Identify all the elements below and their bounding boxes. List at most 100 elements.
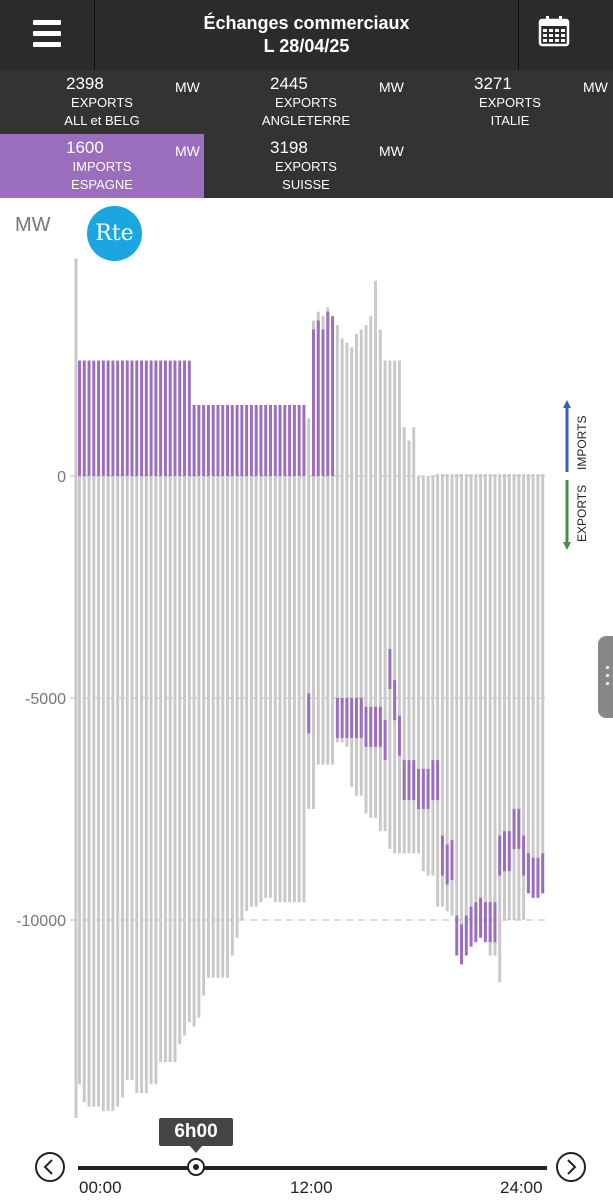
imports-label: IMPORTS <box>575 416 589 470</box>
page-title: Échanges commerciaux L 28/04/25 <box>94 12 519 58</box>
chevron-left-icon <box>43 1159 53 1175</box>
bar-espagne <box>507 831 511 872</box>
bar-espagne <box>393 680 397 721</box>
bar-espagne <box>240 404 244 476</box>
bar-total <box>273 476 277 903</box>
exchange-chart: 0 -5000 -10000 IMPORTS EXPORTS <box>16 258 589 1118</box>
next-button[interactable] <box>556 1152 586 1182</box>
bar-espagne <box>211 404 215 476</box>
bar-espagne <box>144 360 148 476</box>
bar-total <box>202 476 206 996</box>
bar-total <box>345 476 349 747</box>
bar-espagne <box>178 360 182 476</box>
bar-total <box>82 476 86 1103</box>
exports-arrow-head <box>563 542 571 550</box>
bar-espagne <box>450 840 454 881</box>
bar-total-positive <box>383 360 387 476</box>
timeline-track[interactable] <box>78 1166 547 1170</box>
bar-total <box>397 476 401 854</box>
stat-country: ITALIE <box>490 113 530 128</box>
bar-total <box>254 476 258 907</box>
bar-total <box>111 476 115 1111</box>
bar-total-positive <box>335 325 339 476</box>
bar-total <box>378 476 382 832</box>
bar-total <box>321 476 325 765</box>
bar-espagne <box>140 360 144 476</box>
bar-espagne <box>106 360 110 476</box>
bar-total <box>455 476 459 916</box>
stat-value: 3198 <box>270 138 308 157</box>
stat-suisse[interactable]: 3198 MW EXPORTS SUISSE <box>204 134 408 198</box>
bar-total <box>541 476 545 894</box>
bar-espagne <box>149 360 153 476</box>
stat-all-belg[interactable]: 2398 MW EXPORTS ALL et BELG <box>0 70 204 134</box>
bar-total <box>245 476 249 912</box>
stat-italie[interactable]: 3271 MW EXPORTS ITALIE <box>408 70 612 134</box>
bar-total <box>78 476 81 1085</box>
bar-espagne <box>469 906 473 947</box>
bar-total <box>450 476 454 916</box>
bar-espagne <box>455 915 459 956</box>
stat-label: EXPORTS ANGLETERRE <box>204 94 408 130</box>
stat-unit: MW <box>583 79 608 95</box>
bar-total-positive <box>359 329 363 476</box>
bar-total-small <box>464 474 468 476</box>
bar-espagne <box>517 808 521 849</box>
bar-espagne <box>78 360 81 476</box>
bar-total <box>302 476 306 903</box>
bar-total-small <box>479 474 483 476</box>
bar-espagne <box>259 404 263 476</box>
stat-unit: MW <box>379 143 404 159</box>
calendar-button[interactable] <box>518 0 613 70</box>
stat-country: ANGLETERRE <box>261 113 351 128</box>
bar-espagne <box>183 360 187 476</box>
menu-button[interactable] <box>0 0 95 70</box>
bar-total <box>431 476 435 876</box>
stat-country: ESPAGNE <box>71 177 133 192</box>
bar-total <box>316 476 320 765</box>
bar-espagne <box>483 902 487 943</box>
bar-espagne <box>230 404 234 476</box>
bar-espagne <box>82 360 86 476</box>
bar-espagne <box>417 769 421 809</box>
bar-total <box>369 476 373 818</box>
bar-total <box>326 476 330 765</box>
bar-espagne <box>388 649 392 690</box>
bar-total-positive <box>378 329 382 476</box>
bar-total <box>312 476 315 809</box>
bar-espagne <box>460 924 464 965</box>
bar-total <box>364 476 368 814</box>
timeline-slider-handle[interactable] <box>187 1158 205 1176</box>
bar-total <box>140 476 144 1094</box>
bar-total <box>149 476 153 1085</box>
stat-espagne[interactable]: 1600 MW IMPORTS ESPAGNE <box>0 134 204 198</box>
bar-espagne <box>531 857 535 898</box>
bar-espagne <box>383 720 387 761</box>
previous-button[interactable] <box>35 1152 65 1182</box>
bar-total <box>307 476 311 809</box>
bar-total <box>507 476 511 920</box>
bar-total <box>116 476 120 1107</box>
bar-total-positive <box>397 360 401 476</box>
bar-espagne <box>345 697 349 738</box>
bar-total <box>440 476 444 907</box>
bar-espagne <box>269 404 272 476</box>
chart-bars <box>78 280 545 1111</box>
bar-espagne <box>312 329 315 476</box>
bar-espagne <box>488 902 492 943</box>
y-axis-unit: MW <box>15 214 51 236</box>
bar-total-small <box>522 474 526 476</box>
bar-espagne <box>249 404 253 476</box>
side-panel-handle[interactable] <box>598 636 613 718</box>
bar-espagne <box>159 360 163 476</box>
bar-espagne <box>130 360 134 476</box>
exports-label: EXPORTS <box>575 485 589 542</box>
bar-total-small <box>498 474 502 476</box>
bar-espagne <box>522 835 526 876</box>
stat-angleterre[interactable]: 2445 MW EXPORTS ANGLETERRE <box>204 70 408 134</box>
bar-total <box>101 476 105 1111</box>
country-stats: 2398 MW EXPORTS ALL et BELG 2445 MW EXPOR… <box>0 70 613 198</box>
bar-total <box>354 476 358 796</box>
bar-total <box>240 476 244 920</box>
bar-total <box>230 476 234 956</box>
